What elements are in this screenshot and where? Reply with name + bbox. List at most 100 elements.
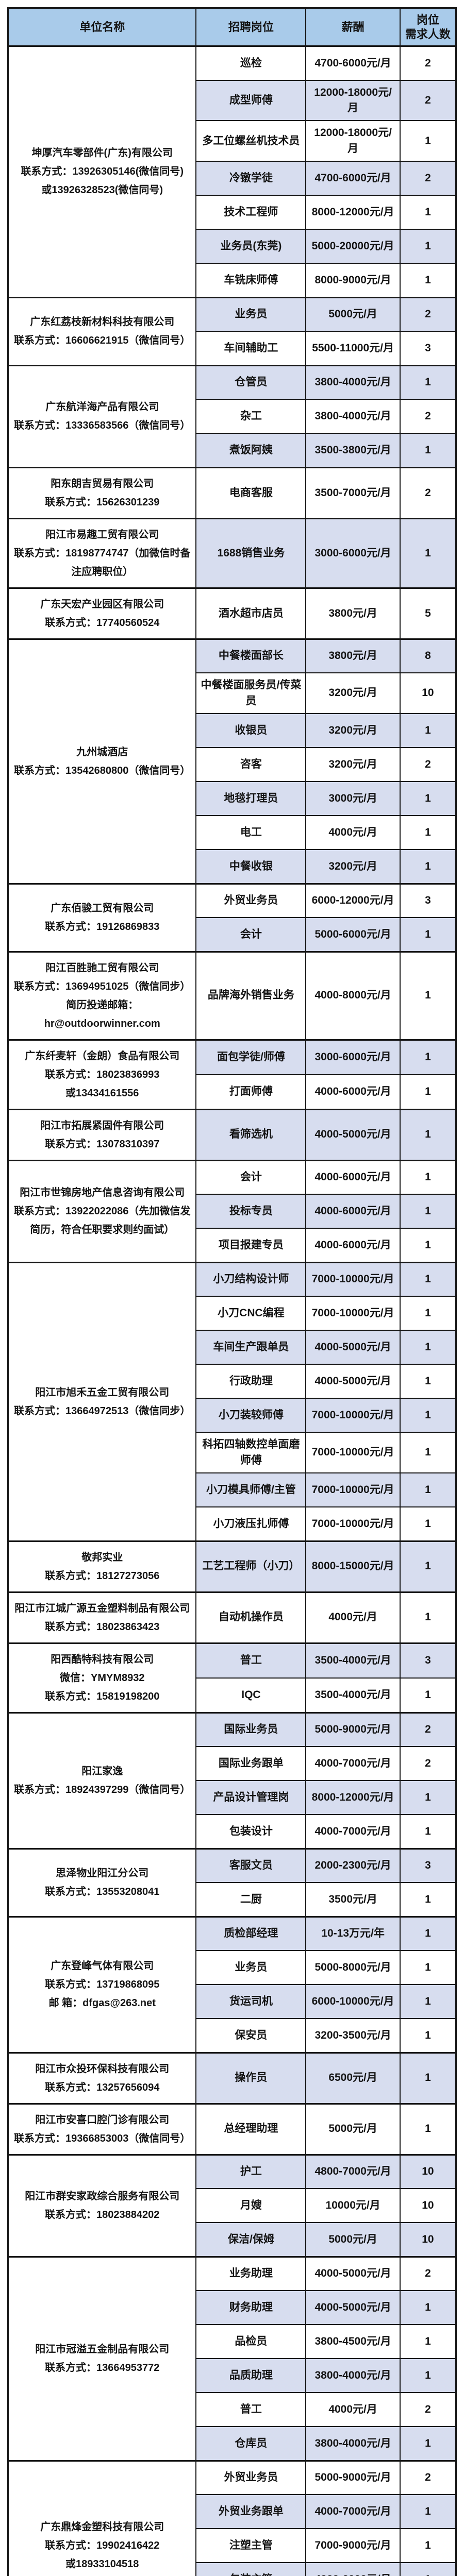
- table-row: 阳江百胜驰工贸有限公司 联系方式：13694951025（微信同步） 简历投递邮箱：…: [7, 951, 457, 1041]
- salary-cell: 4000-7000元/月: [305, 2494, 401, 2529]
- salary-cell: 4000元/月: [305, 815, 401, 851]
- count-cell: 1: [399, 1950, 457, 1985]
- company-line: 联系方式：18023863423: [45, 1621, 160, 1633]
- count-cell: 10: [399, 2222, 457, 2257]
- table-row: 广东鼎烽金塑科技有限公司 联系方式：19902416422 或18933104518…: [7, 2460, 457, 2576]
- table-row: 包装设计 4000-7000元/月 1: [8, 1814, 457, 1849]
- count-cell: 1: [399, 1591, 457, 1643]
- table-row: 阳江市旭禾五金工贸有限公司 联系方式：13664972513（微信同步） 小刀结构设…: [7, 1262, 457, 1541]
- position-cell: 冷镦学徒: [195, 161, 307, 196]
- company-line: 阳东朗吉贸易有限公司: [51, 478, 154, 489]
- salary-cell: 3500-3800元/月: [305, 433, 401, 468]
- count-cell: 1: [399, 2528, 457, 2563]
- position-cell: 1688销售业务: [195, 518, 307, 589]
- company-line: 敬邦实业: [81, 1551, 123, 1563]
- salary-cell: 4000-7000元/月: [305, 1814, 401, 1849]
- position-cell: 会计: [195, 1160, 307, 1195]
- company-cell: 阳江市众投环保科技有限公司 联系方式：13257656094: [7, 2052, 197, 2104]
- company-cell: 广东鼎烽金塑科技有限公司 联系方式：19902416422 或18933104518: [7, 2460, 197, 2576]
- position-cell: 自动机操作员: [195, 1591, 307, 1643]
- company-line: 联系方式：13664972513（微信同步）: [14, 1405, 191, 1417]
- salary-cell: 10-13万元/年: [305, 1916, 401, 1951]
- position-cell: 电商客服: [195, 467, 307, 519]
- table-row: 思泽物业阳江分公司 联系方式：13553208041 客服文员 2000-2300元/…: [7, 1848, 457, 1917]
- company-group: 广东登峰气体有限公司 联系方式：13719868095 邮 箱：dfgas@263.…: [7, 1916, 457, 2053]
- header-cell: 单位名称: [7, 7, 197, 47]
- table-row: 车间辅助工 5500-11000元/月 3: [8, 331, 457, 366]
- salary-cell: 3500元/月: [305, 1882, 401, 1917]
- company-line: 联系方式：13078310397: [45, 1138, 160, 1150]
- salary-cell: 7000-10000元/月: [305, 1506, 401, 1541]
- company-line: 联系方式：13926305146(微信同号): [21, 166, 184, 178]
- salary-cell: 8000-15000元/月: [305, 1540, 401, 1592]
- company-group: 阳江市拓展紧固件有限公司 联系方式：13078310397 看筛选机 4000-500…: [7, 1109, 457, 1161]
- salary-cell: 7000-10000元/月: [305, 1296, 401, 1331]
- salary-cell: 5000元/月: [305, 2103, 401, 2155]
- table-row: 业务员 5000-8000元/月 1: [8, 1950, 457, 1985]
- count-cell: 1: [399, 1814, 457, 1849]
- position-cell: 看筛选机: [195, 1109, 307, 1161]
- position-cell: 月嫂: [195, 2188, 307, 2223]
- company-line: 联系方式：13664953772: [45, 2362, 160, 2374]
- salary-cell: 8000-9000元/月: [305, 263, 401, 298]
- position-cell: IQC: [195, 1677, 307, 1713]
- position-cell: 外贸业务员: [195, 883, 307, 919]
- company-line: 坤厚汽车零部件(广东)有限公司: [31, 147, 173, 159]
- position-cell: 小刀模具师傅/主管: [195, 1472, 307, 1507]
- salary-cell: 3000-6000元/月: [305, 1039, 401, 1075]
- position-cell: 业务员: [195, 297, 307, 332]
- count-cell: 8: [399, 638, 457, 674]
- company-line: 简历投递邮箱：: [66, 999, 139, 1011]
- company-group: 阳江市江城广源五金塑料制品有限公司 联系方式：18023863423 自动机操作员 4…: [7, 1591, 457, 1643]
- table-row: 阳江市群安家政综合服务有限公司 联系方式：18023884202 护工 4800-70…: [7, 2154, 457, 2257]
- position-cell: 行政助理: [195, 1364, 307, 1399]
- position-cell: 成型师傅: [195, 79, 307, 122]
- company-line: 广东天宏产业园区有限公司: [40, 598, 164, 610]
- count-cell: 1: [399, 1882, 457, 1917]
- salary-cell: 12000-18000元/月: [305, 120, 401, 162]
- table-header: 单位名称 招聘岗位 薪酬 岗位 需求人数: [7, 7, 457, 47]
- salary-cell: 5000元/月: [305, 297, 401, 332]
- table-row: 小刀装较师傅 7000-10000元/月 1: [8, 1398, 457, 1433]
- company-line: 联系方式：15819198200: [45, 1690, 160, 1702]
- position-cell: 业务员: [195, 1950, 307, 1985]
- salary-cell: 5500-11000元/月: [305, 331, 401, 366]
- company-line: 联系方式：13922022086（先加微信发简历，符合任职要求则约面试）: [14, 1206, 191, 1236]
- salary-cell: 4000-6000元/月: [305, 1228, 401, 1263]
- position-cell: 国际业务跟单: [195, 1746, 307, 1781]
- position-cell: 咨客: [195, 747, 307, 783]
- company-group: 阳江市安喜口腔门诊有限公司 联系方式：19366853003（微信同号） 总经理助理…: [7, 2103, 457, 2155]
- position-cell: 投标专员: [195, 1194, 307, 1229]
- position-cell: 外贸业务跟单: [195, 2494, 307, 2529]
- table-row: 车间生产跟单员 4000-5000元/月 1: [8, 1330, 457, 1365]
- salary-cell: 4000-5000元/月: [305, 1109, 401, 1161]
- table-row: 业务员(东莞) 5000-20000元/月 1: [8, 229, 457, 264]
- count-cell: 1: [399, 1506, 457, 1541]
- position-cell: 杂工: [195, 399, 307, 434]
- salary-cell: 8000-12000元/月: [305, 195, 401, 230]
- count-cell: 1: [399, 263, 457, 298]
- table-row: 技术工程师 8000-12000元/月 1: [8, 195, 457, 230]
- salary-cell: 3800元/月: [305, 587, 401, 640]
- company-cell: 阳西酷特科技有限公司 微信：YMYM8932 联系方式：15819198200: [7, 1642, 197, 1713]
- company-group: 阳江市世锦房地产信息咨询有限公司联系方式：13922022086（先加微信发简历…: [7, 1160, 457, 1263]
- table-row: 广东航洋海产品有限公司 联系方式：13336583566（微信同号） 仓管员 3800…: [7, 365, 457, 468]
- count-cell: 1: [399, 815, 457, 851]
- count-cell: 2: [399, 1712, 457, 1747]
- table-row: 多工位螺丝机技术员 12000-18000元/月 1: [8, 120, 457, 162]
- company-group: 阳东朗吉贸易有限公司 联系方式：15626301239 电商客服 3500-7000元…: [7, 467, 457, 519]
- company-group: 阳江市群安家政综合服务有限公司 联系方式：18023884202 护工 4800-70…: [7, 2154, 457, 2257]
- company-group: 阳江市易趣工贸有限公司 联系方式：18198774747（加微信时备注应聘职位） 1…: [7, 518, 457, 589]
- company-group: 广东佰骏工贸有限公司 联系方式：19126869833 外贸业务员 6000-1200…: [7, 883, 457, 953]
- position-cell: 外贸业务员: [195, 2460, 307, 2495]
- position-cell: 总经理助理: [195, 2103, 307, 2155]
- table-row: 阳江市世锦房地产信息咨询有限公司联系方式：13922022086（先加微信发简历…: [7, 1160, 457, 1263]
- table-row: 产品设计管理岗 8000-12000元/月 1: [8, 1780, 457, 1815]
- company-line: 阳江市世锦房地产信息咨询有限公司: [20, 1187, 185, 1199]
- position-cell: 包装主管: [195, 2562, 307, 2576]
- company-line: 阳江家逸: [81, 1766, 123, 1777]
- table-row: 阳江市安喜口腔门诊有限公司 联系方式：19366853003（微信同号） 总经理助理…: [7, 2103, 457, 2155]
- salary-cell: 3800-4000元/月: [305, 2426, 401, 2461]
- table-row: 阳江市江城广源五金塑料制品有限公司 联系方式：18023863423 自动机操作员 4…: [7, 1591, 457, 1643]
- salary-cell: 4000-6000元/月: [305, 1074, 401, 1110]
